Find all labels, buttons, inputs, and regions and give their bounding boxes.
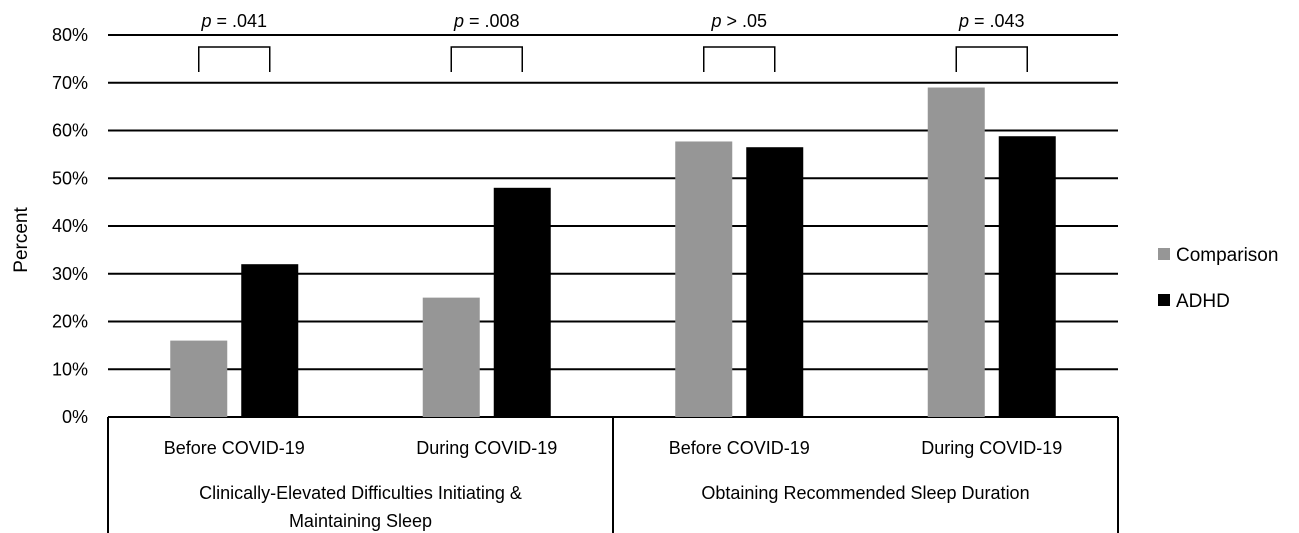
category-label: During COVID-19 [921,438,1062,458]
y-tick-label: 10% [52,359,88,379]
group-labels: Clinically-Elevated Difficulties Initiat… [199,483,1030,531]
bar-comparison [675,141,733,418]
legend-swatch-adhd [1158,294,1170,306]
significance-bracket [955,46,1028,72]
bar-adhd [493,187,551,417]
y-tick-label: 20% [52,312,88,332]
p-value-label: p > .05 [710,11,767,31]
bar-adhd [746,147,804,417]
group-label-line2: Maintaining Sleep [289,511,432,531]
y-tick-label: 60% [52,121,88,141]
x-axis-frame [107,417,1119,533]
bar-adhd [998,136,1056,418]
bars [170,87,1056,418]
legend-label: ADHD [1176,291,1230,312]
category-label: Before COVID-19 [164,438,305,458]
significance-bracket [703,46,776,72]
category-label: Before COVID-19 [669,438,810,458]
y-tick-label: 80% [52,25,88,45]
y-tick-label: 50% [52,168,88,188]
group-label: Clinically-Elevated Difficulties Initiat… [199,483,522,503]
group-label: Obtaining Recommended Sleep Duration [701,483,1029,503]
legend: Comparison ADHD [1158,245,1278,312]
y-axis-ticks: 0% 10% 20% 30% 40% 50% 60% 70% 80% [52,25,88,427]
category-labels: Before COVID-19 During COVID-19 Before COV… [164,438,1063,458]
y-tick-label: 70% [52,73,88,93]
y-axis-label: Percent [11,207,32,273]
legend-swatch-comparison [1158,248,1170,260]
bar-comparison [422,297,480,417]
significance-annotations: p = .041 p = .008 p > .05 p = .043 [198,11,1028,72]
significance-bracket [198,46,271,72]
bar-comparison [927,87,985,418]
y-tick-label: 0% [62,407,88,427]
p-value-label: p = .008 [453,11,520,31]
y-tick-label: 30% [52,264,88,284]
y-tick-label: 40% [52,216,88,236]
bar-adhd [241,264,299,417]
legend-label: Comparison [1176,245,1278,266]
p-value-label: p = .043 [958,11,1025,31]
p-value-label: p = .041 [200,11,267,31]
significance-bracket [450,46,523,72]
category-label: During COVID-19 [416,438,557,458]
bar-comparison [170,340,228,417]
